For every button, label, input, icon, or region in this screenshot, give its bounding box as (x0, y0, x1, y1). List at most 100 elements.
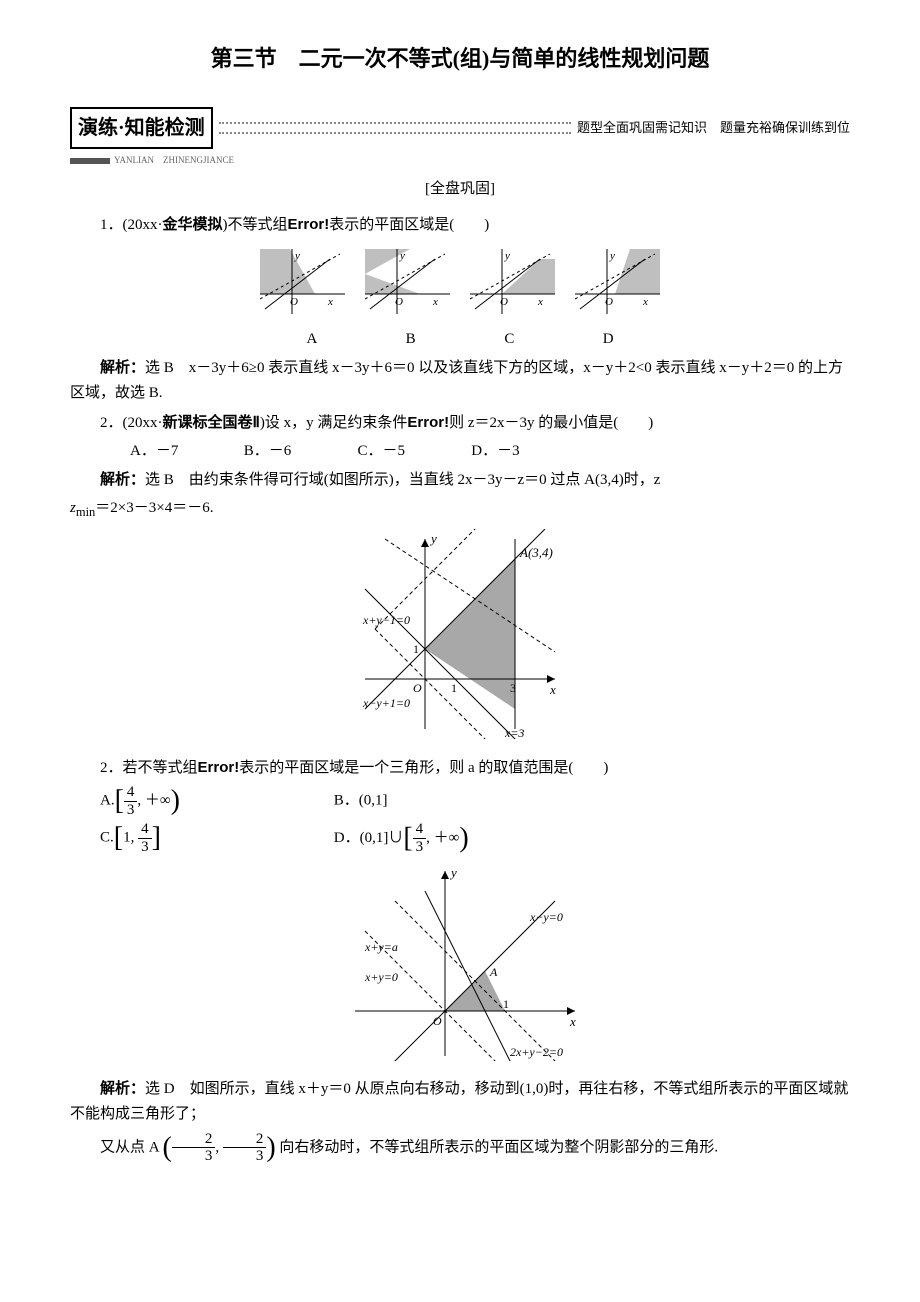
q1-error: Error! (288, 216, 330, 233)
q1-stem-c: 表示的平面区域是( ) (329, 217, 489, 233)
banner-tagline: 题型全面巩固需记知识 题量充裕确保训练到位 (577, 117, 850, 139)
q3-explanation-1: 解析：选 D 如图所示，直线 x＋y＝0 从原点向右移动，移动到(1,0)时，再… (70, 1077, 850, 1128)
q3-optD-den: 3 (413, 839, 427, 856)
svg-text:y: y (294, 250, 300, 262)
q3-optA-den: 3 (124, 802, 138, 819)
q1-label-a: A (264, 327, 359, 353)
q3-expl-p2b: 向右移动时，不等式组所表示的平面区域为整个阴影部分的三角形. (279, 1139, 718, 1155)
q3-stem: 2．若不等式组Error!表示的平面区域是一个三角形，则 a 的取值范围是( ) (70, 755, 850, 782)
svg-text:x=3: x=3 (504, 726, 524, 739)
svg-text:x: x (569, 1014, 576, 1029)
svg-text:y: y (429, 531, 437, 546)
banner: 演练·知能检测 题型全面巩固需记知识 题量充裕确保训练到位 (70, 107, 850, 149)
banner-pinyin-row: YANLIAN ZHINENGJIANCE (70, 153, 850, 168)
pinyin-bar (70, 158, 110, 164)
q2-expl-tail: ＝2×3－3×4＝－6. (95, 500, 213, 516)
q2-zmin-sub: min (76, 505, 95, 519)
q2-expl-body: 由约束条件得可行域(如图所示)，当直线 2x－3y－z＝0 过点 A(3,4)时… (189, 472, 661, 488)
q3-optD-num: 4 (413, 821, 427, 839)
svg-text:x: x (327, 296, 333, 308)
q3-optC-mid: 1, (123, 830, 138, 846)
q2-error: Error! (407, 414, 449, 431)
q2-opt-b: B．－6 (214, 439, 324, 465)
svg-text:x+y=a: x+y=a (364, 940, 398, 954)
q3-expl-p2a: 又从点 A (100, 1139, 159, 1155)
svg-text:x+y−1=0: x+y−1=0 (362, 613, 410, 627)
q2-explanation: 解析：选 B 由约束条件得可行域(如图所示)，当直线 2x－3y－z＝0 过点 … (70, 468, 850, 494)
q3-optD-tail: , ＋∞ (426, 830, 459, 846)
q1-fig-c: y O x (470, 249, 555, 314)
q1-label-c: C (462, 327, 557, 353)
q1-stem-b: )不等式组 (223, 217, 288, 233)
q2-opt-a: A．－7 (100, 439, 210, 465)
q2-opt-c: C．－5 (328, 439, 438, 465)
svg-text:1: 1 (451, 681, 457, 695)
svg-text:1: 1 (503, 997, 509, 1011)
q3-optC-num: 4 (138, 821, 152, 839)
q3-expl-ans: 选 D (145, 1081, 190, 1097)
svg-text:O: O (500, 296, 508, 308)
q3-row1: A.[43, ＋∞) B．(0,1] (100, 784, 850, 818)
q1-source: 金华模拟 (163, 217, 223, 233)
svg-text:O: O (290, 296, 298, 308)
q2-stem-c: 则 z＝2x－3y 的最小值是( ) (449, 415, 653, 431)
svg-text:O: O (605, 296, 613, 308)
q3-opt-d: D．(0,1]∪[43, ＋∞) (334, 830, 469, 846)
svg-text:y: y (449, 865, 457, 880)
q2-expl-ans: 选 B (145, 472, 189, 488)
svg-text:1: 1 (413, 642, 419, 656)
q2-source: 新课标全国卷Ⅱ (163, 415, 260, 431)
svg-text:x−y=0: x−y=0 (529, 910, 563, 924)
q3-pA-sep: , (215, 1139, 223, 1155)
q1-expl-label: 解析： (100, 360, 145, 376)
svg-text:y: y (399, 250, 405, 262)
q3-optA-num: 4 (124, 784, 138, 802)
svg-text:x−y+1=0: x−y+1=0 (362, 696, 410, 710)
q1-expl-ans: 选 B (145, 360, 189, 376)
svg-text:O: O (395, 296, 403, 308)
svg-text:x: x (642, 296, 648, 308)
svg-text:x: x (549, 682, 556, 697)
q1-label-d: D (561, 327, 656, 353)
q3-pA-n2: 2 (223, 1131, 267, 1149)
banner-dots (219, 122, 571, 134)
svg-text:x: x (432, 296, 438, 308)
q1-stem: 1．(20xx·金华模拟)不等式组Error!表示的平面区域是( ) (70, 212, 850, 239)
q2-expl-label: 解析： (100, 472, 145, 488)
q1-stem-a: 1．(20xx· (100, 217, 163, 233)
q3-optA-prefix: A. (100, 793, 115, 809)
q3-stem-b: 表示的平面区域是一个三角形，则 a 的取值范围是( ) (239, 760, 608, 776)
q2-options: A．－7 B．－6 C．－5 D．－3 (70, 439, 850, 465)
q2-stem-b: )设 x，y 满足约束条件 (260, 415, 408, 431)
svg-text:A(3,4): A(3,4) (519, 545, 553, 560)
svg-text:x: x (537, 296, 543, 308)
q3-opt-c: C.[1, 43] (100, 821, 330, 855)
q2-expl-line2: zmin＝2×3－3×4＝－6. (70, 496, 850, 523)
q2-opt-d: D．－3 (441, 439, 551, 465)
svg-text:y: y (609, 250, 615, 262)
q1-fig-b: y O x (365, 249, 450, 314)
q1-explanation: 解析：选 B x－3y＋6≥0 表示直线 x－3y＋6＝0 以及该直线下方的区域… (70, 356, 850, 407)
q3-optA-tail: , ＋∞ (137, 793, 170, 809)
q1-four-figures: y O x y O x y O x y O x (70, 249, 850, 324)
q3-explanation-2: 又从点 A (23, 23) 向右移动时，不等式组所表示的平面区域为整个阴影部分… (70, 1131, 850, 1165)
svg-text:3: 3 (510, 681, 516, 695)
q1-labels: A B C D (70, 327, 850, 353)
svg-text:2x+y−2=0: 2x+y−2=0 (510, 1045, 563, 1059)
q3-opt-a: A.[43, ＋∞) (100, 784, 330, 818)
q3-pA-d2: 3 (223, 1148, 267, 1165)
q2-stem-a: 2．(20xx· (100, 415, 163, 431)
banner-main: 演练·知能检测 (70, 107, 213, 149)
q3-opt-b: B．(0,1] (334, 793, 388, 809)
q3-row2: C.[1, 43] D．(0,1]∪[43, ＋∞) (100, 821, 850, 855)
banner-pinyin: YANLIAN ZHINENGJIANCE (114, 153, 234, 168)
svg-text:A: A (489, 965, 498, 979)
q3-optC-prefix: C. (100, 830, 114, 846)
q3-pA-n1: 2 (172, 1131, 216, 1149)
svg-text:O: O (413, 681, 422, 695)
q3-optC-den: 3 (138, 839, 152, 856)
q2-stem: 2．(20xx·新课标全国卷Ⅱ)设 x，y 满足约束条件Error!则 z＝2x… (70, 410, 850, 437)
q3-optD-prefix: D．(0,1]∪ (334, 830, 404, 846)
q3-figure: y x O A 1 x−y=0 x+y=a x+y=0 2x+y−2=0 (70, 861, 850, 1071)
q3-stem-a: 2．若不等式组 (100, 760, 198, 776)
